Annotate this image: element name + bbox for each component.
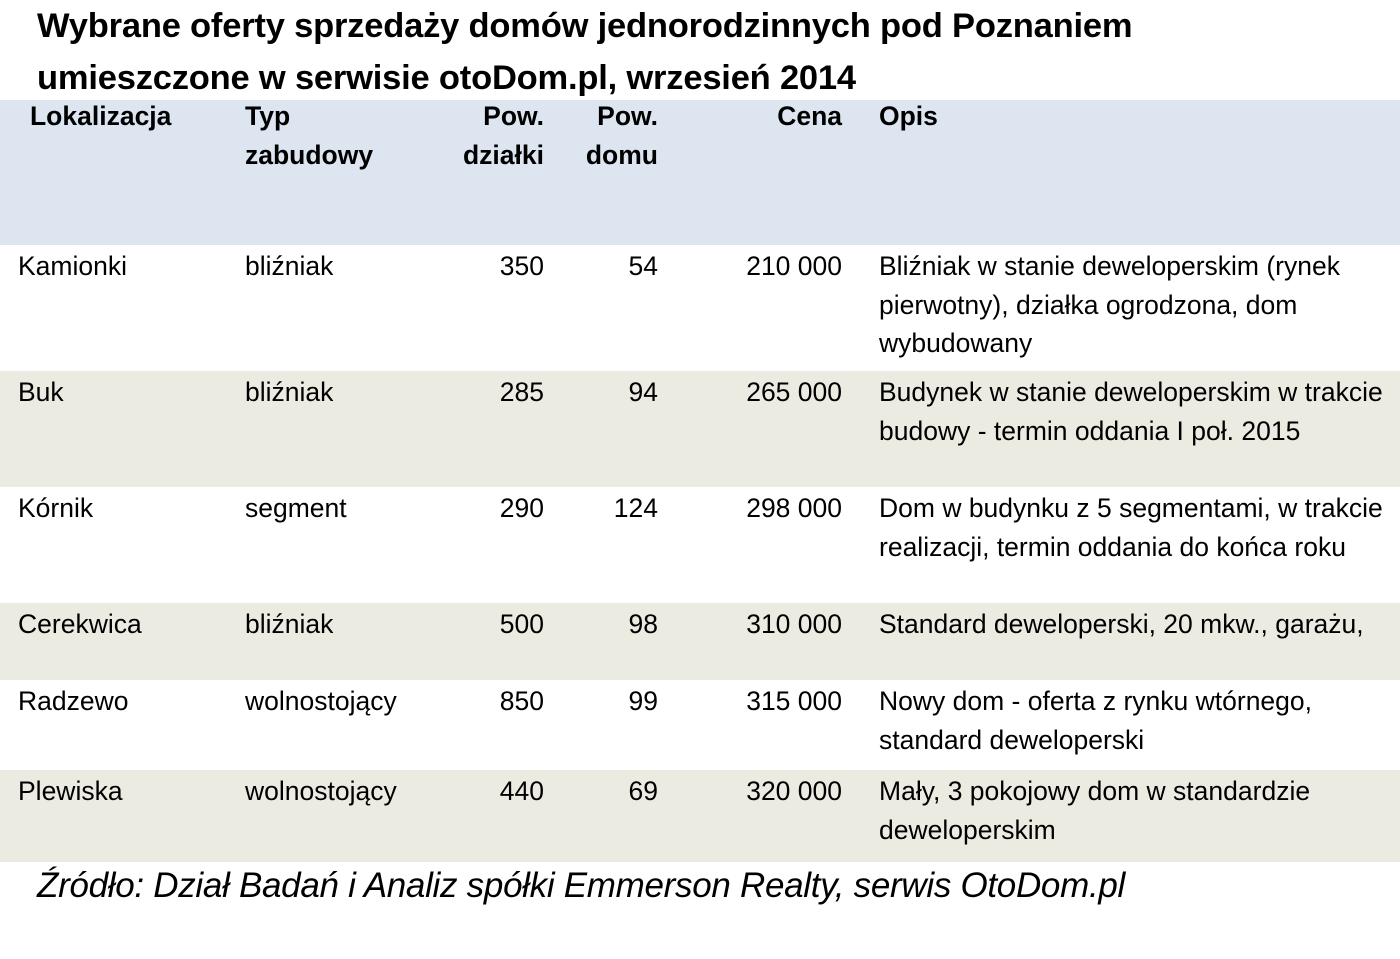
cell-pow-domu: 94 bbox=[628, 377, 658, 407]
cell-cena: 210 000 bbox=[746, 251, 842, 281]
table-header: Lokalizacja Typ zabudowy Pow. działki Pow.… bbox=[0, 100, 1400, 245]
cell-pow-dzialki: 500 bbox=[499, 609, 544, 639]
cell-lokalizacja: Radzewo bbox=[18, 686, 129, 716]
cell-typ: bliźniak bbox=[245, 609, 334, 639]
header-pow-domu: Pow. domu bbox=[585, 101, 658, 170]
cell-pow-dzialki: 350 bbox=[499, 251, 544, 281]
cell-cena: 320 000 bbox=[746, 776, 842, 806]
header-typ-zabudowy: Typ zabudowy bbox=[245, 101, 374, 170]
table-row: Kórnik segment 290 124 298 000 Dom w bud… bbox=[0, 487, 1400, 603]
header-lokalizacja: Lokalizacja bbox=[30, 101, 172, 131]
cell-opis: Mały, 3 pokojowy dom w standardzie dewel… bbox=[879, 776, 1311, 845]
header-pow-dzialki: Pow. działki bbox=[462, 101, 544, 170]
cell-pow-dzialki: 290 bbox=[499, 493, 544, 523]
cell-opis: Bliźniak w stanie deweloperskim (rynek p… bbox=[879, 251, 1340, 358]
title-line-1: Wybrane oferty sprzedaży domów jednorodz… bbox=[37, 7, 1133, 45]
cell-cena: 315 000 bbox=[746, 686, 842, 716]
cell-pow-dzialki: 285 bbox=[499, 377, 544, 407]
source-note: Źródło: Dział Badań i Analiz spółki Emme… bbox=[37, 866, 1126, 905]
cell-typ: segment bbox=[245, 493, 347, 523]
cell-typ: bliźniak bbox=[245, 251, 334, 281]
title-line-2: umieszczone w serwisie otoDom.pl, wrzesi… bbox=[37, 59, 856, 97]
cell-typ: wolnostojący bbox=[245, 686, 397, 716]
cell-cena: 298 000 bbox=[746, 493, 842, 523]
cell-pow-dzialki: 440 bbox=[499, 776, 544, 806]
table-row: Radzewo wolnostojący 850 99 315 000 Nowy… bbox=[0, 680, 1400, 770]
offers-table: Lokalizacja Typ zabudowy Pow. działki Pow.… bbox=[0, 100, 1400, 862]
cell-opis: Dom w budynku z 5 segmentami, w trakcie … bbox=[879, 493, 1383, 562]
cell-lokalizacja: Cerekwica bbox=[18, 609, 142, 639]
cell-opis: Budynek w stanie deweloperskim w trakcie… bbox=[879, 377, 1383, 446]
cell-pow-domu: 98 bbox=[628, 609, 658, 639]
page-title: Wybrane oferty sprzedaży domów jednorodz… bbox=[37, 0, 1133, 104]
cell-typ: wolnostojący bbox=[245, 776, 397, 806]
cell-pow-domu: 124 bbox=[613, 493, 658, 523]
cell-opis: Standard deweloperski, 20 mkw., garażu, bbox=[879, 609, 1364, 639]
cell-opis: Nowy dom - oferta z rynku wtórnego, stan… bbox=[879, 686, 1313, 755]
cell-lokalizacja: Kamionki bbox=[18, 251, 127, 281]
header-cena: Cena bbox=[777, 101, 842, 131]
cell-pow-dzialki: 850 bbox=[499, 686, 544, 716]
table-row: Kamionki bliźniak 350 54 210 000 Bliźnia… bbox=[0, 245, 1400, 371]
cell-lokalizacja: Plewiska bbox=[18, 776, 123, 806]
cell-cena: 310 000 bbox=[746, 609, 842, 639]
cell-typ: bliźniak bbox=[245, 377, 334, 407]
header-opis: Opis bbox=[879, 101, 938, 131]
cell-pow-domu: 99 bbox=[628, 686, 658, 716]
cell-lokalizacja: Buk bbox=[18, 377, 64, 407]
table-row: Cerekwica bliźniak 500 98 310 000 Standa… bbox=[0, 603, 1400, 680]
cell-pow-domu: 54 bbox=[628, 251, 658, 281]
cell-pow-domu: 69 bbox=[628, 776, 658, 806]
cell-lokalizacja: Kórnik bbox=[18, 493, 94, 523]
table-row: Plewiska wolnostojący 440 69 320 000 Mał… bbox=[0, 770, 1400, 862]
cell-cena: 265 000 bbox=[746, 377, 842, 407]
table-row: Buk bliźniak 285 94 265 000 Budynek w st… bbox=[0, 371, 1400, 487]
